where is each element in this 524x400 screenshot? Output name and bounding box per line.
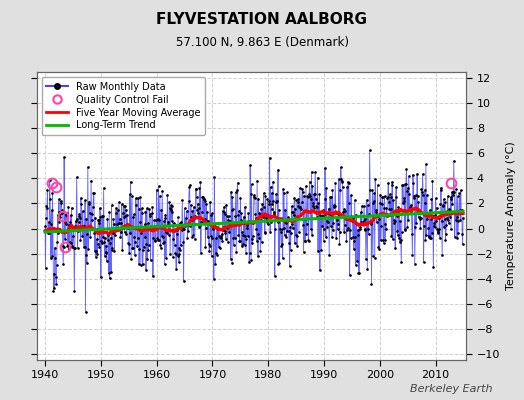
Legend: Raw Monthly Data, Quality Control Fail, Five Year Moving Average, Long-Term Tren: Raw Monthly Data, Quality Control Fail, … [41,77,205,135]
Text: FLYVESTATION AALBORG: FLYVESTATION AALBORG [157,12,367,27]
Text: 57.100 N, 9.863 E (Denmark): 57.100 N, 9.863 E (Denmark) [176,36,348,49]
Text: Berkeley Earth: Berkeley Earth [410,384,493,394]
Y-axis label: Temperature Anomaly (°C): Temperature Anomaly (°C) [506,142,516,290]
